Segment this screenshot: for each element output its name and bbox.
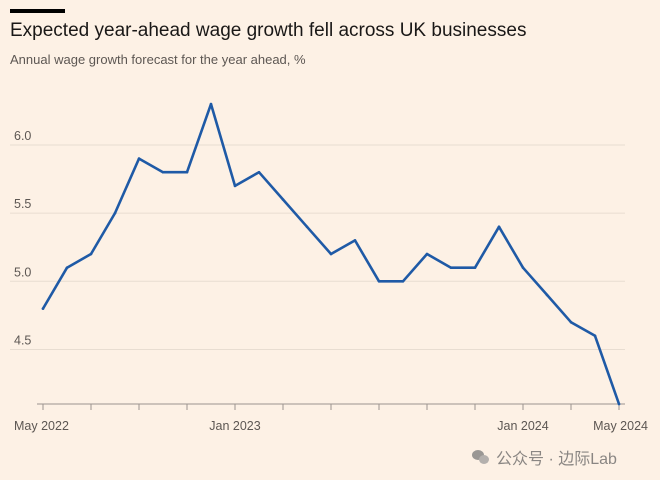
brand-top-bar xyxy=(10,9,65,13)
data-point xyxy=(41,307,45,310)
data-point xyxy=(473,266,477,269)
watermark: 公众号 · 边际Lab xyxy=(472,445,617,469)
x-tick-label: May 2024 xyxy=(593,419,648,433)
chart-title: Expected year-ahead wage growth fell acr… xyxy=(10,20,527,41)
data-point xyxy=(329,252,333,256)
data-point xyxy=(257,170,261,174)
data-point xyxy=(593,334,597,338)
data-point xyxy=(209,102,213,106)
data-point xyxy=(545,293,549,297)
data-point xyxy=(569,320,573,324)
data-point xyxy=(401,280,405,283)
data-point xyxy=(113,211,117,215)
data-point xyxy=(305,225,309,229)
data-point xyxy=(497,225,501,229)
x-tick-label: Jan 2024 xyxy=(497,419,548,433)
y-tick-label: 5.5 xyxy=(14,197,31,211)
data-point xyxy=(281,198,285,201)
x-axis-tick-labels: May 2022 Jan 2023 Jan 2024 May 2024 xyxy=(14,419,648,433)
x-tick-label: Jan 2023 xyxy=(209,419,260,433)
data-point xyxy=(161,170,165,174)
x-axis xyxy=(37,403,625,410)
data-point xyxy=(449,266,453,269)
x-tick-label: May 2022 xyxy=(14,419,69,433)
y-tick-label: 6.0 xyxy=(14,129,31,143)
data-point xyxy=(137,157,141,160)
y-axis-tick-labels: 4.5 5.0 5.5 6.0 xyxy=(14,129,31,347)
data-point xyxy=(353,239,357,242)
data-point xyxy=(89,252,93,256)
y-tick-label: 4.5 xyxy=(14,333,31,347)
grid-lines xyxy=(10,144,625,350)
watermark-text: 公众号 · 边际Lab xyxy=(496,451,617,468)
y-tick-label: 5.0 xyxy=(14,265,31,279)
data-point xyxy=(617,402,621,406)
data-point xyxy=(185,170,189,174)
series-layer xyxy=(41,102,621,406)
data-point xyxy=(521,266,525,269)
chart-subtitle: Annual wage growth forecast for the year… xyxy=(10,52,306,67)
data-point xyxy=(65,266,69,269)
data-point xyxy=(233,184,237,188)
data-point xyxy=(425,252,429,256)
data-point xyxy=(377,280,381,283)
wechat-icon xyxy=(472,450,490,464)
